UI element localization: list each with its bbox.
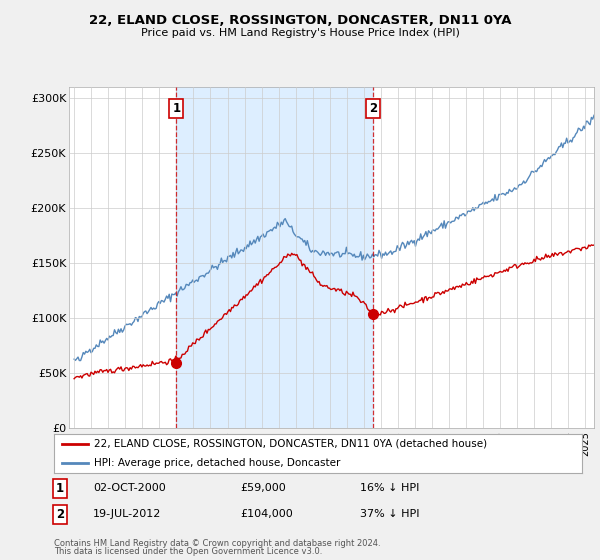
Text: 02-OCT-2000: 02-OCT-2000 [93,483,166,493]
Text: HPI: Average price, detached house, Doncaster: HPI: Average price, detached house, Donc… [94,459,340,468]
Text: 1: 1 [172,102,181,115]
Text: Price paid vs. HM Land Registry's House Price Index (HPI): Price paid vs. HM Land Registry's House … [140,28,460,38]
Text: This data is licensed under the Open Government Licence v3.0.: This data is licensed under the Open Gov… [54,547,322,556]
Text: £104,000: £104,000 [240,509,293,519]
Text: 37% ↓ HPI: 37% ↓ HPI [360,509,419,519]
Bar [176,87,373,428]
Text: 19-JUL-2012: 19-JUL-2012 [93,509,161,519]
Text: 2: 2 [56,508,64,521]
Text: 22, ELAND CLOSE, ROSSINGTON, DONCASTER, DN11 0YA (detached house): 22, ELAND CLOSE, ROSSINGTON, DONCASTER, … [94,439,487,449]
Text: 22, ELAND CLOSE, ROSSINGTON, DONCASTER, DN11 0YA: 22, ELAND CLOSE, ROSSINGTON, DONCASTER, … [89,14,511,27]
Text: Contains HM Land Registry data © Crown copyright and database right 2024.: Contains HM Land Registry data © Crown c… [54,539,380,548]
Text: 16% ↓ HPI: 16% ↓ HPI [360,483,419,493]
Text: £59,000: £59,000 [240,483,286,493]
Text: 1: 1 [56,482,64,494]
Text: 2: 2 [369,102,377,115]
